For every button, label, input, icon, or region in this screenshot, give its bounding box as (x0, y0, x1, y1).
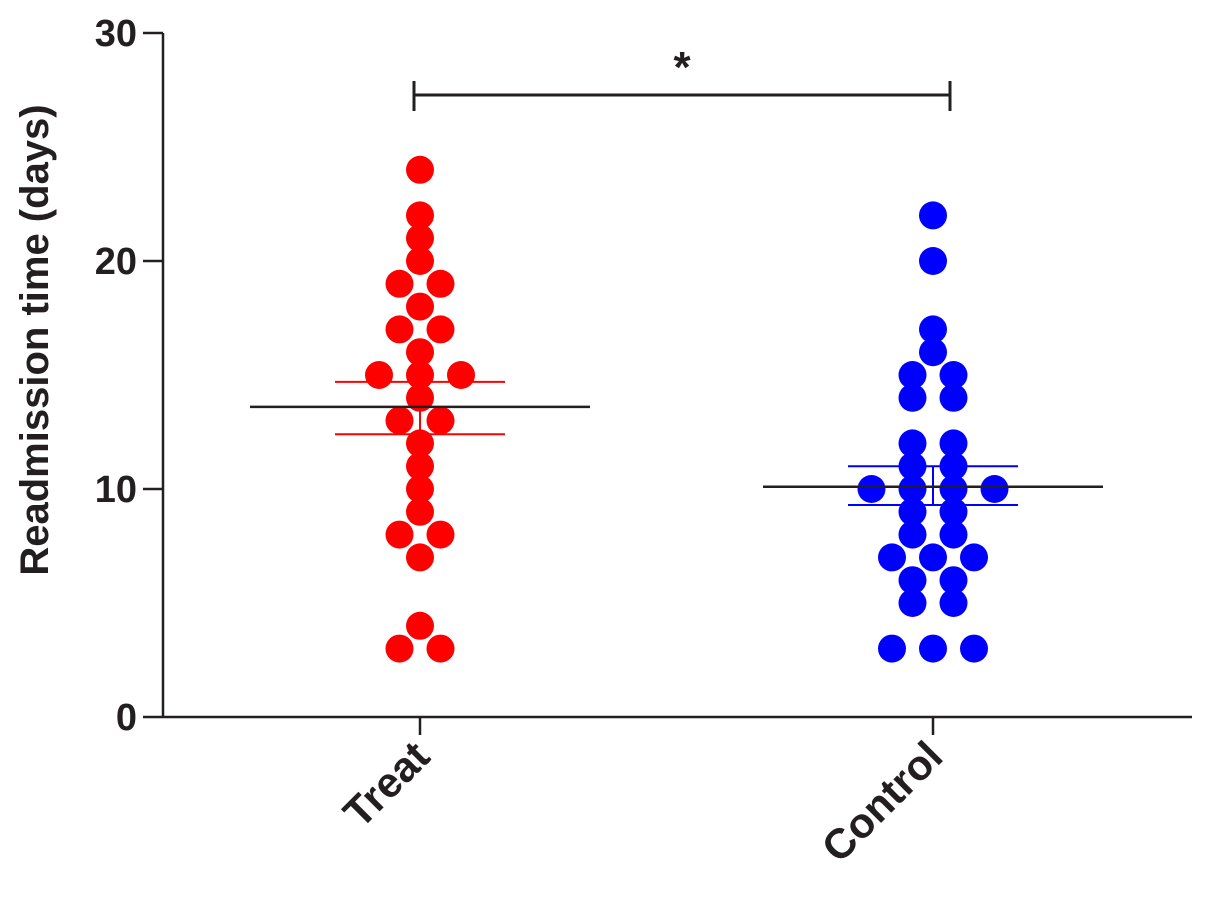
data-point-control (919, 247, 947, 275)
data-point-treat (426, 315, 455, 344)
data-point-control (919, 338, 947, 367)
data-point-control (939, 566, 968, 595)
data-point-treat (406, 247, 434, 275)
data-point-control (939, 475, 968, 503)
data-point-treat (365, 361, 393, 389)
data-point-treat (406, 292, 434, 321)
data-point-treat (406, 224, 434, 253)
data-point-control (919, 634, 947, 663)
data-point-control (919, 201, 947, 230)
data-point-control (898, 383, 927, 412)
x-axis: Treat Control (163, 715, 1192, 871)
data-point-treat (406, 201, 434, 230)
data-point-control (898, 429, 927, 458)
data-point-control (960, 634, 988, 663)
y-axis: 0 10 20 30 (95, 13, 165, 739)
data-point-control (980, 475, 1009, 503)
data-point-treat (406, 543, 434, 572)
y-tick-label: 0 (116, 697, 137, 739)
data-point-treat (406, 611, 434, 640)
y-tick-label: 10 (95, 469, 137, 511)
data-point-control (857, 475, 886, 503)
x-ticks: Treat Control (334, 717, 951, 871)
data-point-treat (406, 155, 434, 184)
data-point-control (878, 543, 906, 572)
data-point-treat (406, 452, 434, 481)
data-point-treat (426, 406, 455, 435)
summary-bars (250, 380, 1103, 506)
data-point-treat (385, 520, 414, 549)
data-point-treat (426, 634, 455, 663)
data-point-treat (385, 315, 414, 344)
data-point-control (939, 383, 968, 412)
data-point-control (919, 315, 947, 344)
y-ticks: 0 10 20 30 (95, 13, 163, 739)
x-category-label: Treat (334, 732, 438, 836)
data-point-control (898, 520, 927, 549)
y-axis-title: Readmission time (days) (13, 104, 57, 575)
significance-label: * (673, 43, 691, 92)
x-category-label: Control (813, 732, 952, 871)
data-point-control (939, 589, 968, 617)
data-point-control (898, 589, 927, 617)
data-point-control (878, 634, 906, 663)
significance-bracket: * (412, 43, 952, 111)
data-point-treat (426, 269, 455, 298)
data-point-control (939, 361, 968, 389)
data-point-control (939, 520, 968, 549)
y-tick-label: 20 (95, 241, 137, 283)
data-point-treat (406, 338, 434, 367)
data-point-treat (406, 475, 434, 503)
data-point-treat (406, 497, 434, 526)
data-point-treat (447, 361, 475, 389)
data-points (365, 155, 1009, 663)
data-point-treat (426, 520, 455, 549)
data-point-control (919, 543, 947, 572)
data-point-treat (385, 269, 414, 298)
data-point-control (960, 543, 988, 572)
data-point-control (939, 429, 968, 458)
data-point-control (898, 566, 927, 595)
data-point-treat (385, 406, 414, 435)
data-point-control (898, 475, 927, 503)
data-point-treat (385, 634, 414, 663)
data-point-treat (406, 429, 434, 458)
data-point-control (898, 361, 927, 389)
y-tick-label: 30 (95, 13, 137, 55)
